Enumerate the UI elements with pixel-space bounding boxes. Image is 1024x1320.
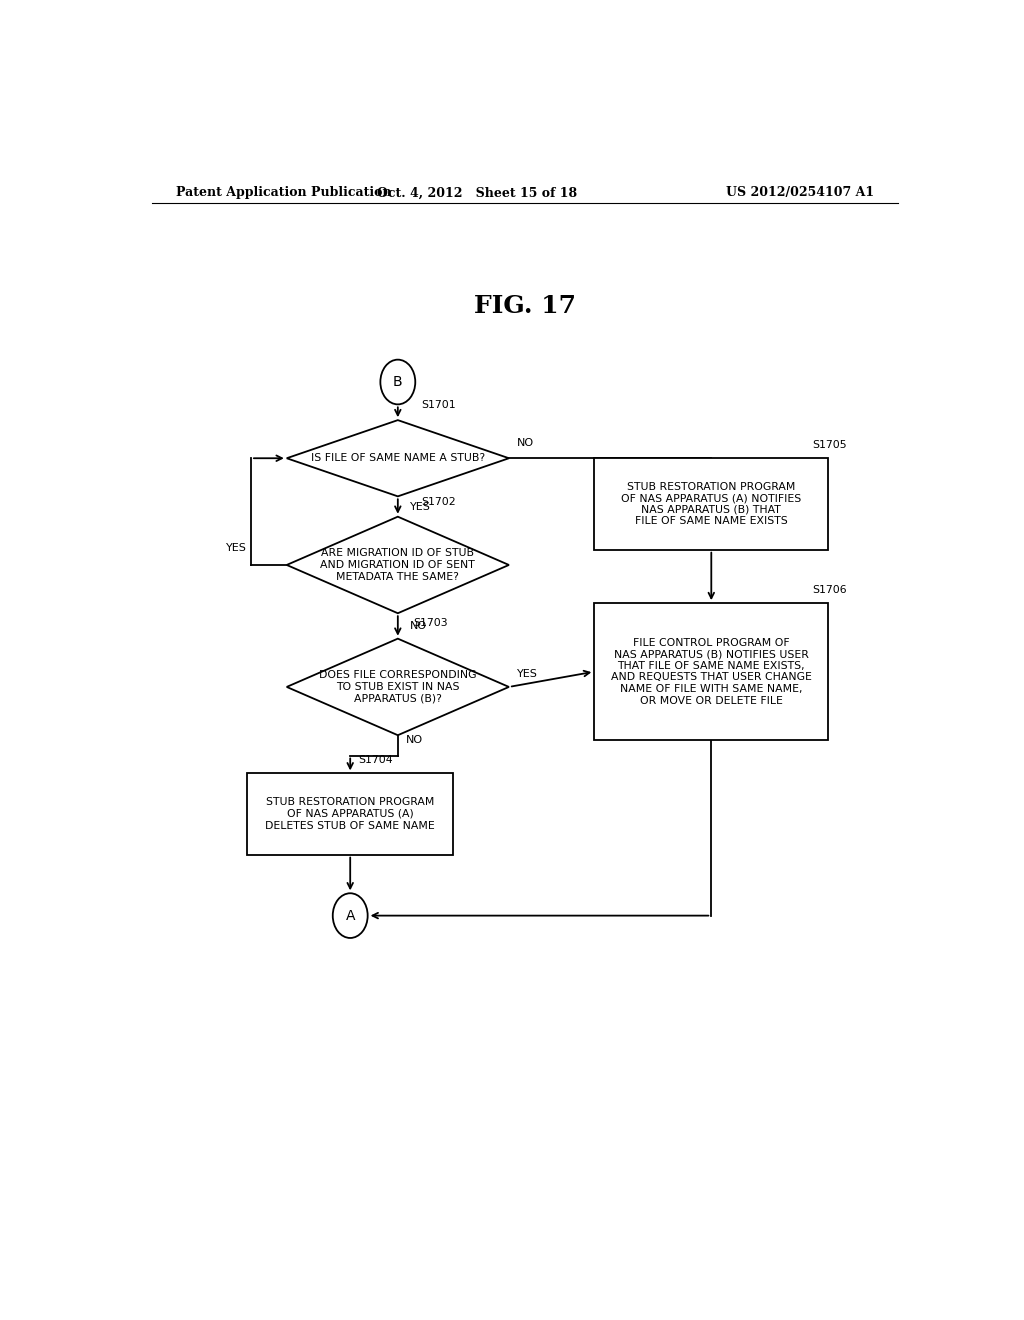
Text: DOES FILE CORRESPONDING
TO STUB EXIST IN NAS
APPARATUS (B)?: DOES FILE CORRESPONDING TO STUB EXIST IN…	[319, 671, 476, 704]
Bar	[594, 603, 828, 741]
Polygon shape	[287, 420, 509, 496]
Circle shape	[333, 894, 368, 939]
Text: S1706: S1706	[812, 585, 847, 595]
Text: A: A	[345, 908, 355, 923]
Polygon shape	[287, 639, 509, 735]
Text: YES: YES	[226, 543, 247, 553]
Text: FILE CONTROL PROGRAM OF
NAS APPARATUS (B) NOTIFIES USER
THAT FILE OF SAME NAME E: FILE CONTROL PROGRAM OF NAS APPARATUS (B…	[611, 638, 812, 706]
Text: NO: NO	[517, 438, 534, 447]
Text: Oct. 4, 2012   Sheet 15 of 18: Oct. 4, 2012 Sheet 15 of 18	[377, 186, 578, 199]
Text: FIG. 17: FIG. 17	[474, 294, 575, 318]
Text: S1702: S1702	[422, 496, 457, 507]
Text: B: B	[393, 375, 402, 389]
Text: NO: NO	[410, 620, 427, 631]
Text: YES: YES	[517, 669, 538, 678]
Circle shape	[380, 359, 416, 404]
Text: S1704: S1704	[358, 755, 393, 766]
Text: S1703: S1703	[414, 619, 449, 628]
Text: Patent Application Publication: Patent Application Publication	[176, 186, 391, 199]
Text: STUB RESTORATION PROGRAM
OF NAS APPARATUS (A) NOTIFIES
NAS APPARATUS (B) THAT
FI: STUB RESTORATION PROGRAM OF NAS APPARATU…	[622, 482, 802, 527]
Text: YES: YES	[410, 502, 431, 512]
Bar	[594, 458, 828, 549]
Text: STUB RESTORATION PROGRAM
OF NAS APPARATUS (A)
DELETES STUB OF SAME NAME: STUB RESTORATION PROGRAM OF NAS APPARATU…	[265, 797, 435, 830]
Text: US 2012/0254107 A1: US 2012/0254107 A1	[726, 186, 873, 199]
Text: IS FILE OF SAME NAME A STUB?: IS FILE OF SAME NAME A STUB?	[310, 453, 485, 463]
Bar	[247, 774, 454, 854]
Text: ARE MIGRATION ID OF STUB
AND MIGRATION ID OF SENT
METADATA THE SAME?: ARE MIGRATION ID OF STUB AND MIGRATION I…	[321, 548, 475, 582]
Polygon shape	[287, 516, 509, 614]
Text: S1705: S1705	[812, 440, 847, 450]
Text: S1701: S1701	[422, 400, 457, 411]
Text: NO: NO	[406, 735, 423, 746]
